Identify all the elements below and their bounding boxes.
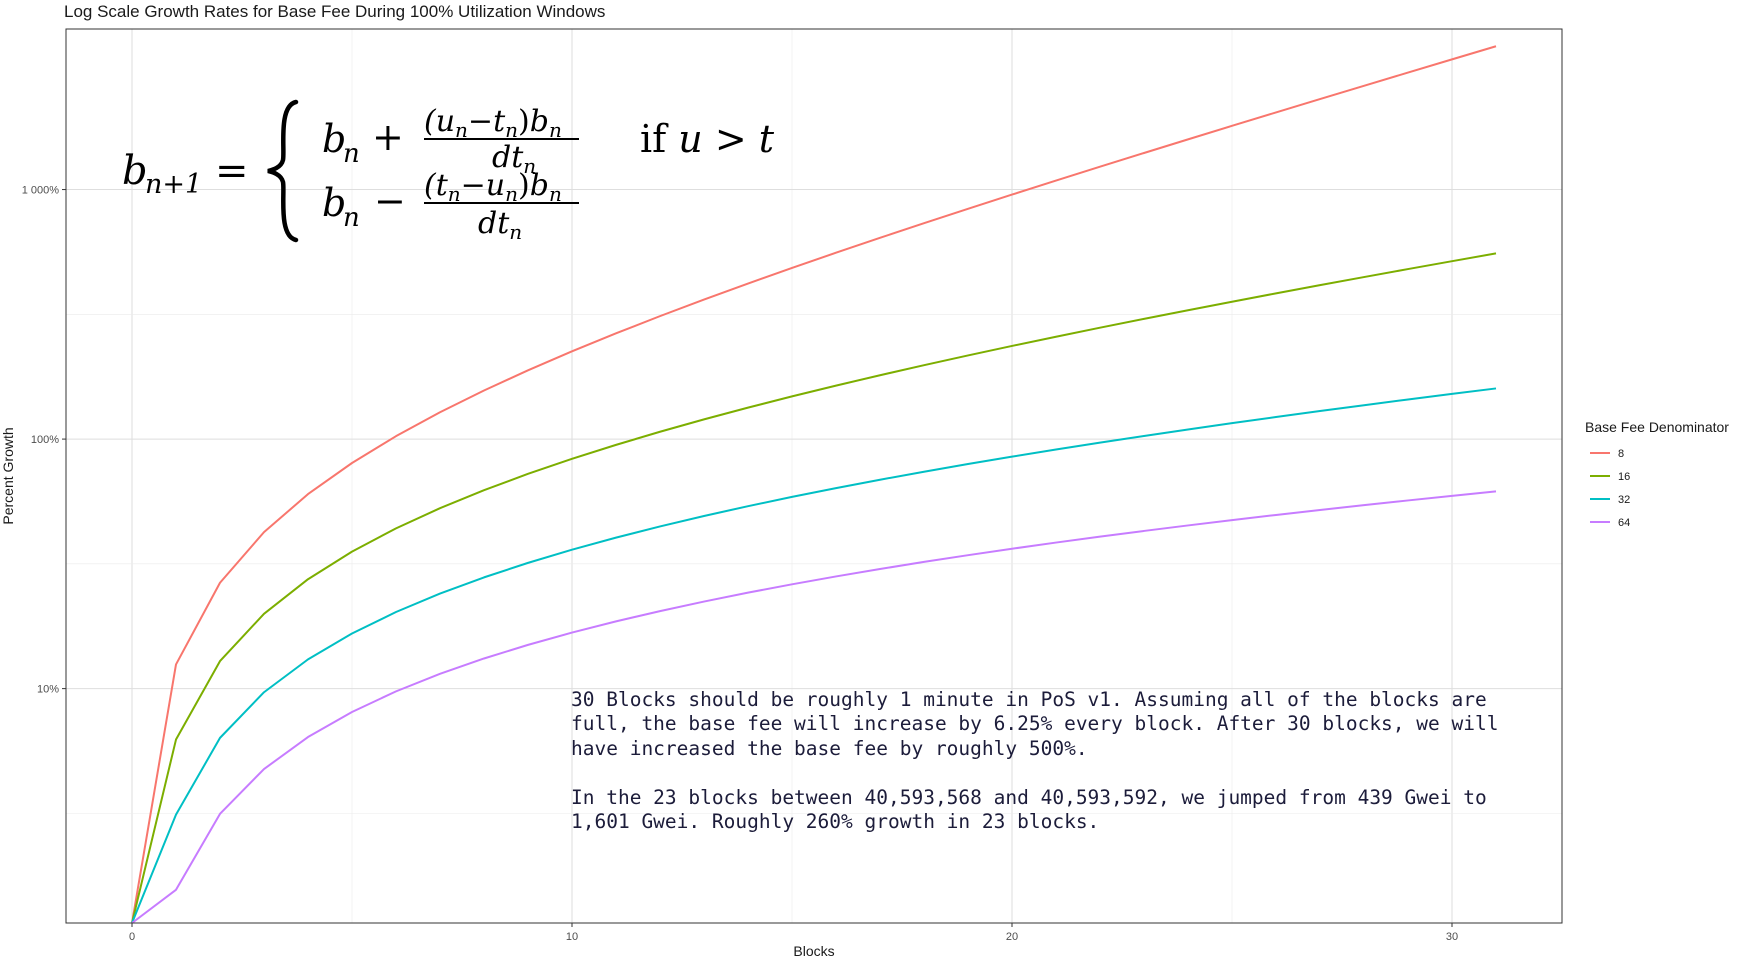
annotation-line: 30 Blocks should be roughly 1 minute in … — [571, 688, 1487, 711]
y-tick-label: 10% — [37, 684, 59, 696]
formula-case1-num: (un−tn)bn — [424, 104, 562, 142]
legend: Base Fee Denominator 8 16 32 64 — [1585, 419, 1729, 529]
y-axis-label: Percent Growth — [0, 427, 16, 524]
legend-label: 64 — [1618, 517, 1630, 529]
formula-brace — [267, 99, 299, 243]
formula-equals: = — [215, 148, 249, 194]
legend-item: 16 — [1590, 471, 1630, 483]
axis-ticks: 0 10 20 30 10% 100% 1 000% — [22, 185, 1458, 943]
formula-case2-b: b — [322, 181, 346, 225]
formula-lhs-subscript: n+1 — [145, 169, 202, 200]
series-lines — [131, 45, 1497, 924]
series-line-32 — [131, 387, 1497, 924]
grid — [66, 29, 1562, 923]
x-tick-label: 20 — [1006, 931, 1018, 943]
legend-label: 16 — [1618, 471, 1630, 483]
x-tick-label: 10 — [566, 931, 578, 943]
plot-panel-border — [65, 28, 1563, 924]
formula-lhs: b — [122, 148, 148, 194]
series-line-64 — [131, 490, 1497, 924]
legend-item: 32 — [1590, 494, 1630, 506]
annotation-line: full, the base fee will increase by 6.25… — [571, 712, 1498, 735]
x-tick-label: 30 — [1446, 931, 1458, 943]
formula-case1-cond: if u > t — [640, 117, 775, 161]
legend-title: Base Fee Denominator — [1585, 419, 1729, 435]
legend-item: 64 — [1590, 517, 1630, 529]
y-tick-label: 1 000% — [22, 185, 60, 197]
annotation-note: 30 Blocks should be roughly 1 minute in … — [571, 688, 1498, 833]
series-line-8 — [131, 45, 1497, 924]
formula-case1-plus: + — [372, 115, 404, 159]
legend-label: 8 — [1618, 448, 1624, 460]
y-tick-label: 100% — [31, 434, 59, 446]
x-axis-label: Blocks — [793, 943, 834, 959]
formula-case2-num: (tn−un)bn — [424, 168, 562, 206]
legend-item: 8 — [1590, 448, 1624, 460]
chart-title: Log Scale Growth Rates for Base Fee Duri… — [64, 2, 605, 21]
formula-case2-den: dtn — [478, 206, 522, 244]
formula: b n+1 = b n + (un−tn)bn dtn if u > t b n… — [122, 99, 775, 244]
formula-case2-minus: − — [374, 179, 406, 223]
annotation-line: have increased the base fee by roughly 5… — [571, 737, 1088, 760]
annotation-line: In the 23 blocks between 40,593,568 and … — [571, 786, 1487, 809]
formula-case2-sub: n — [343, 203, 360, 233]
formula-case1-sub: n — [343, 139, 360, 169]
legend-label: 32 — [1618, 494, 1630, 506]
annotation-line: 1,601 Gwei. Roughly 260% growth in 23 bl… — [571, 810, 1099, 833]
x-tick-label: 0 — [129, 931, 135, 943]
series-line-16 — [131, 252, 1497, 924]
formula-case1-b: b — [322, 117, 346, 161]
